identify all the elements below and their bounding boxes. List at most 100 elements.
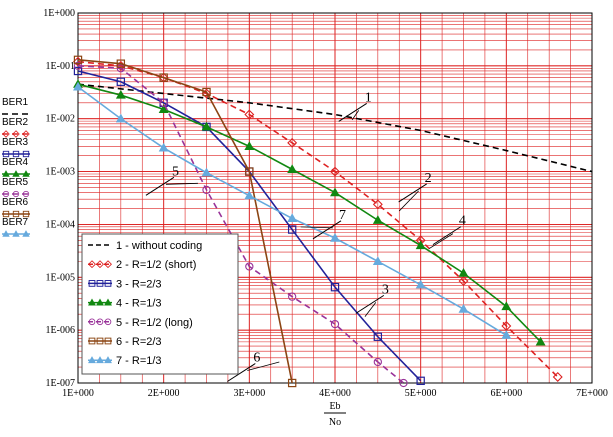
annotation-label: 1 xyxy=(365,90,372,105)
data-point xyxy=(202,185,211,195)
series-line xyxy=(77,83,593,173)
series-line xyxy=(77,83,542,343)
x-tick-label: 4E+000 xyxy=(319,388,351,399)
data-point xyxy=(96,337,104,345)
data-point xyxy=(73,81,83,91)
data-point xyxy=(201,88,212,99)
x-label-denominator: No xyxy=(329,417,341,428)
x-tick-label: 6E+000 xyxy=(490,388,522,399)
data-point xyxy=(158,142,169,152)
annotation-pointer xyxy=(165,182,198,185)
data-point xyxy=(287,164,298,173)
data-point xyxy=(244,141,255,150)
data-point xyxy=(2,230,10,237)
legend: 1 - without coding 2 - R=1/2 (short) 3 - R… xyxy=(81,233,239,375)
y-tick-label: 1E-003 xyxy=(46,167,75,178)
data-point xyxy=(287,225,297,234)
plot-border xyxy=(77,12,593,384)
data-point xyxy=(2,150,10,158)
data-point xyxy=(22,230,30,237)
data-point xyxy=(330,166,340,177)
data-point xyxy=(158,104,169,114)
x-tick-label: 2E+000 xyxy=(148,388,180,399)
x-tick-label: 1E+000 xyxy=(62,388,94,399)
data-point xyxy=(2,130,10,138)
annotation-leader xyxy=(355,294,385,314)
data-point xyxy=(245,262,254,271)
data-point xyxy=(104,260,112,269)
side-labels: BER1 BER2 BER3 BER4 BER5 BER6 BER7 xyxy=(2,97,30,237)
data-point xyxy=(12,170,20,177)
data-point xyxy=(535,336,546,346)
side-label: BER5 xyxy=(2,177,29,188)
data-point xyxy=(287,137,298,148)
x-tick-label: 5E+000 xyxy=(405,388,437,399)
legend-entry: 5 - R=1/2 (long) xyxy=(116,317,193,329)
legend-entry: 2 - R=1/2 (short) xyxy=(116,259,196,271)
data-point xyxy=(245,167,254,176)
data-point xyxy=(330,319,340,329)
data-point xyxy=(96,298,104,306)
annotations-group: 1 2 3 4 5 6 7 xyxy=(145,90,466,382)
data-point xyxy=(116,59,126,68)
x-tick-label: 7E+000 xyxy=(576,388,608,399)
legend-entry: 7 - R=1/3 xyxy=(116,355,162,367)
data-point xyxy=(159,73,168,82)
side-label: BER6 xyxy=(2,197,29,208)
annotation-leader xyxy=(432,226,462,246)
data-point xyxy=(399,378,408,388)
data-point xyxy=(12,210,20,218)
side-label: BER3 xyxy=(2,137,29,148)
annotation-pointer xyxy=(429,233,454,249)
data-point xyxy=(244,190,255,200)
annotation-label: 2 xyxy=(425,171,432,186)
data-point xyxy=(373,357,382,367)
series-group xyxy=(73,55,593,388)
x-tick-label: 3E+000 xyxy=(233,388,265,399)
annotation-leader xyxy=(145,176,175,196)
data-point xyxy=(96,318,104,326)
data-point xyxy=(12,230,20,237)
annotation-label: 6 xyxy=(253,351,260,366)
data-point xyxy=(73,55,83,65)
data-point xyxy=(22,150,30,158)
data-point xyxy=(22,130,30,138)
data-point xyxy=(12,190,20,198)
data-point xyxy=(415,279,426,289)
annotation-label: 7 xyxy=(339,208,346,223)
annotation-pointer xyxy=(247,361,280,371)
data-point xyxy=(416,376,425,386)
data-point xyxy=(88,318,96,326)
annotation-label: 3 xyxy=(382,282,389,297)
series-7 xyxy=(73,81,512,339)
data-point xyxy=(96,260,104,269)
data-point xyxy=(330,233,340,242)
annotation-label: 4 xyxy=(459,214,466,229)
side-label: BER4 xyxy=(2,157,29,168)
y-tick-label: 1E-007 xyxy=(46,378,75,389)
legend-entry: 6 - R=2/3 xyxy=(116,336,162,348)
series-line xyxy=(77,59,293,384)
data-point xyxy=(116,64,125,73)
data-point xyxy=(104,298,112,306)
y-tick-label: 1E+000 xyxy=(43,8,75,19)
series-1 xyxy=(77,83,593,173)
tick-labels: 1E+000 1E-001 1E-002 1E-003 1E-004 1E-005 1E-0… xyxy=(43,8,608,399)
data-point xyxy=(244,109,255,120)
annotation-leader xyxy=(338,102,367,122)
data-point xyxy=(287,378,297,388)
data-point xyxy=(2,210,10,218)
data-point xyxy=(115,113,126,123)
side-label: BER1 xyxy=(2,97,29,108)
data-point xyxy=(96,356,104,364)
data-point xyxy=(415,240,426,250)
data-point xyxy=(552,371,563,382)
data-point xyxy=(96,280,104,287)
series-4 xyxy=(73,79,546,346)
data-point xyxy=(104,337,112,345)
data-point xyxy=(201,167,212,177)
data-point xyxy=(373,332,383,341)
legend-entry: 1 - without coding xyxy=(116,240,202,252)
data-point xyxy=(104,280,112,287)
